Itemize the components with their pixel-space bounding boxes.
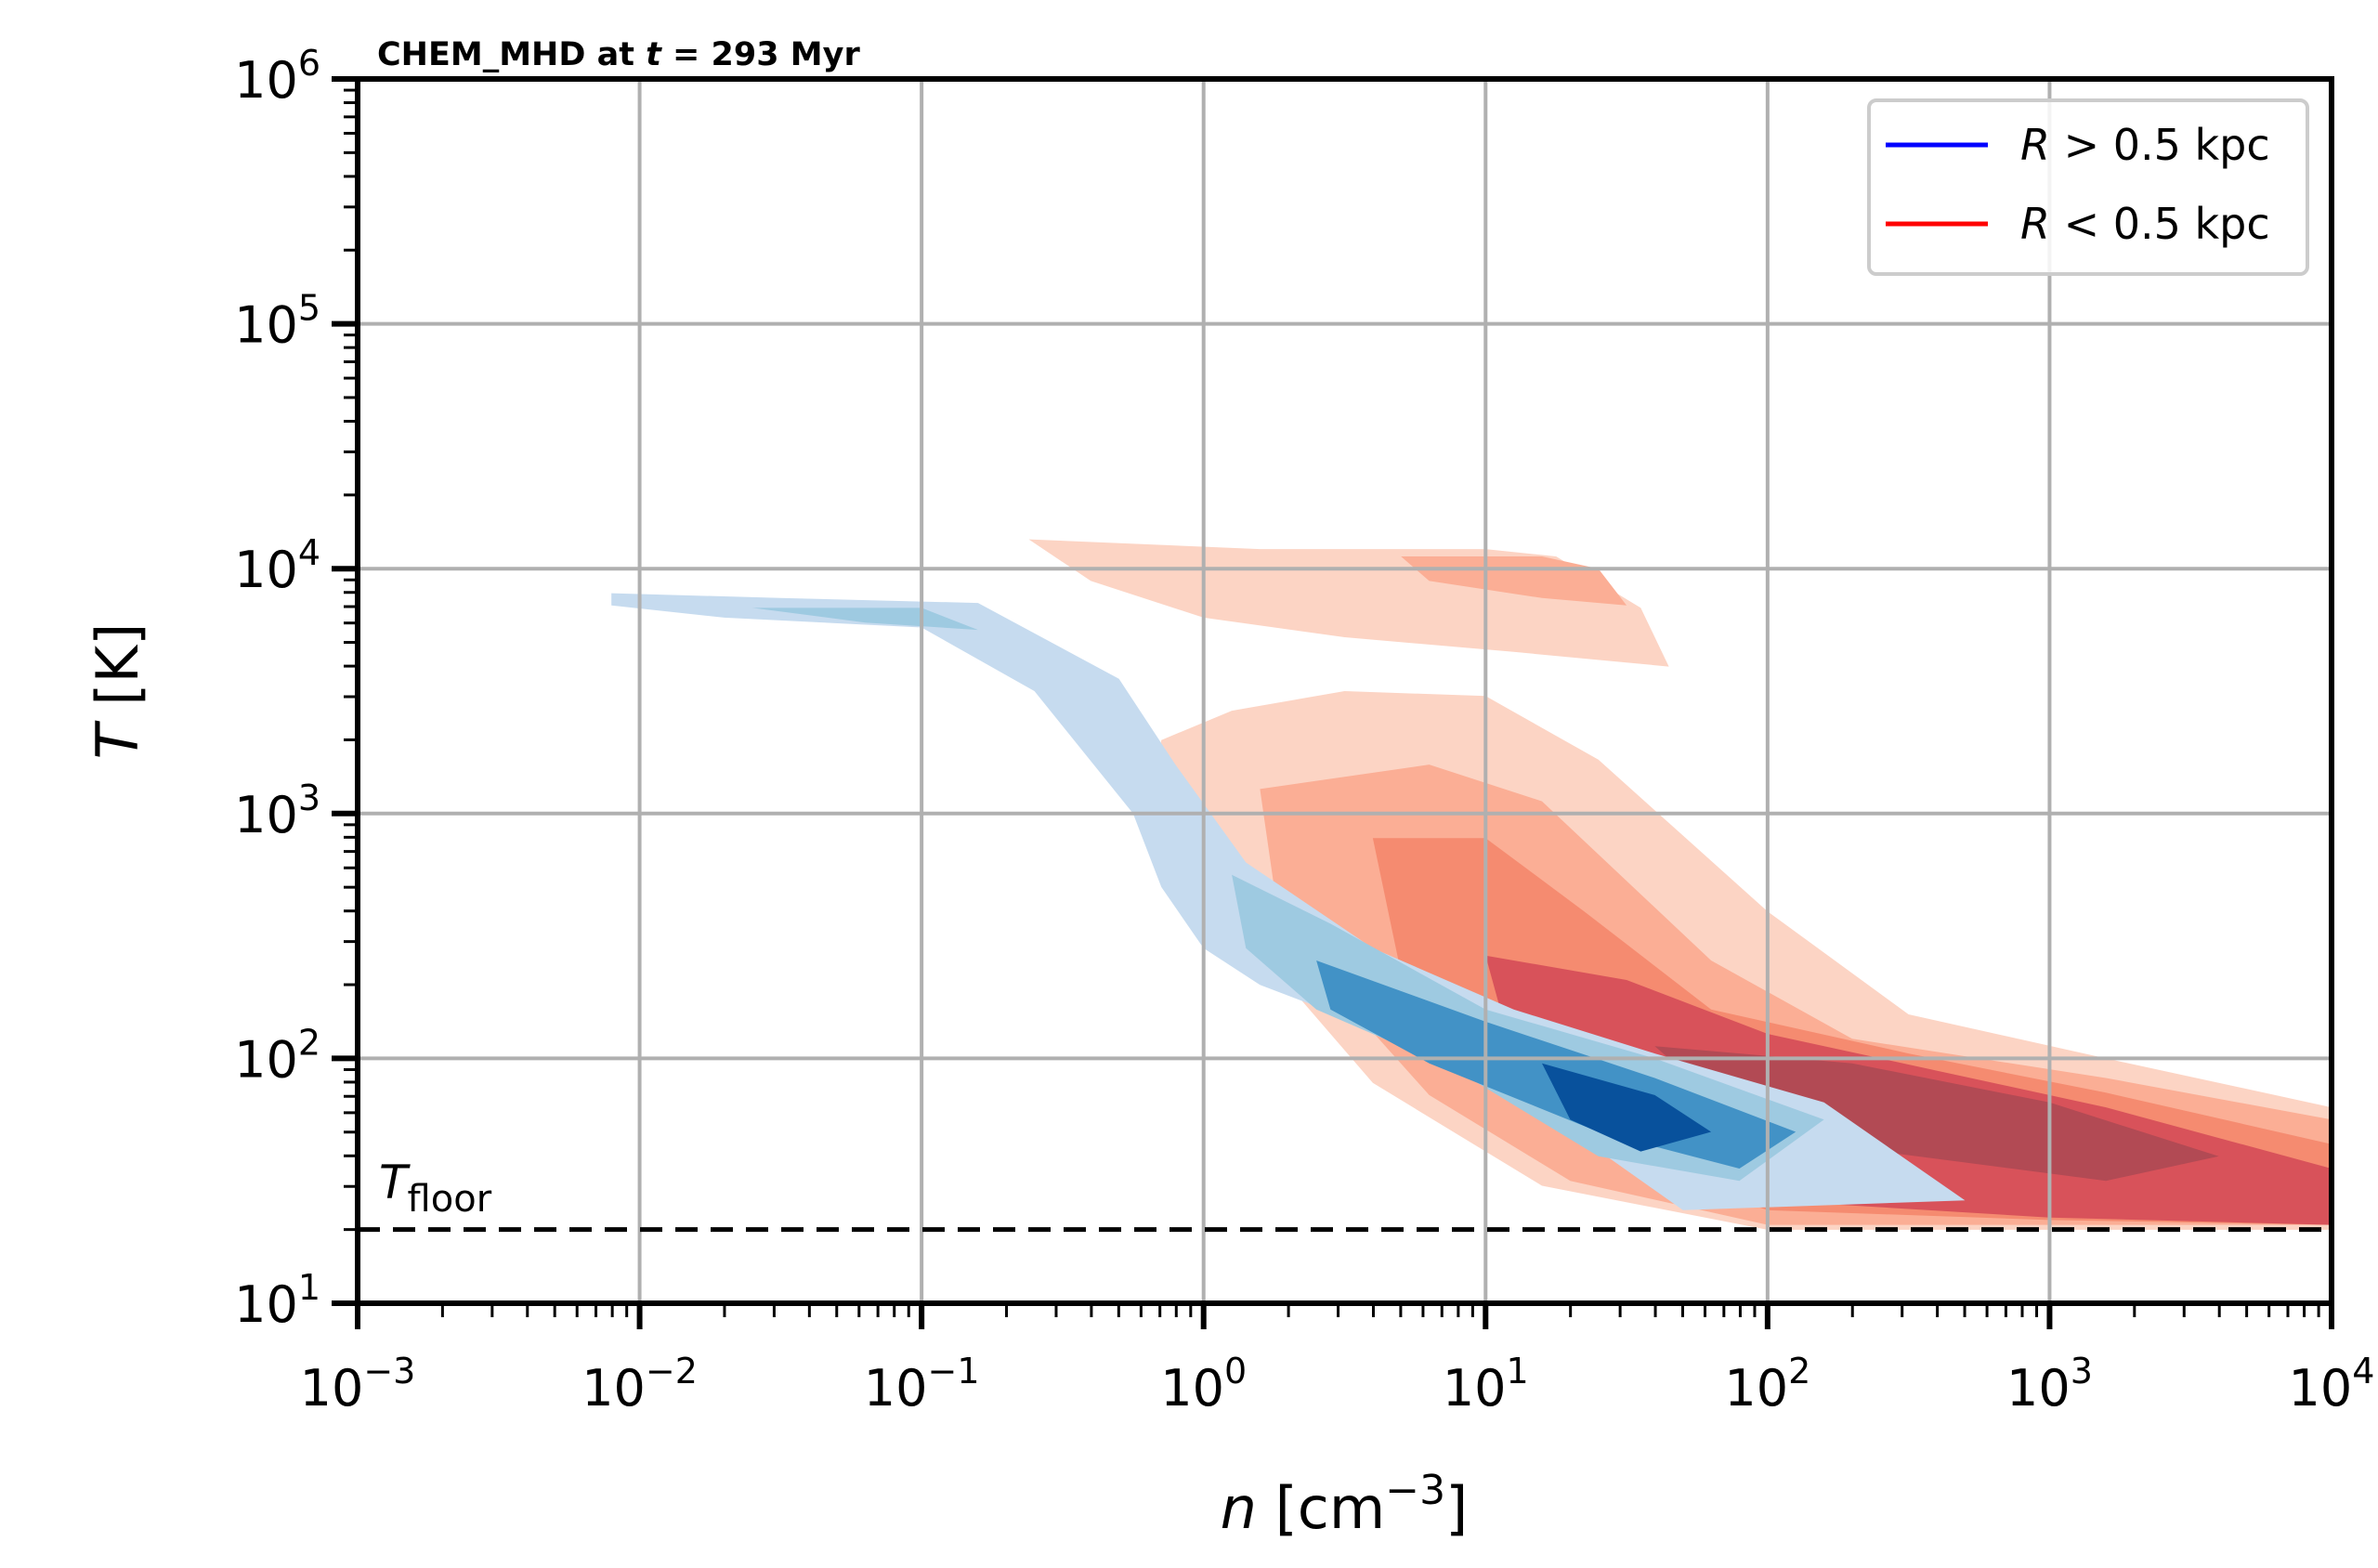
x-tick-label: 10−2 (581, 1351, 698, 1418)
y-tick-label: 105 (234, 288, 320, 355)
plot-frame (355, 76, 2334, 1306)
y-tick-label: 103 (234, 777, 320, 844)
x-tick-label: 103 (2006, 1351, 2093, 1418)
reds-contour-level-6 (1654, 1046, 2219, 1182)
x-tick-label: 10−3 (300, 1351, 416, 1418)
y-tick-label: 101 (234, 1267, 320, 1334)
legend: R > 0.5 kpc R < 0.5 kpc (1867, 98, 2309, 276)
x-tick-label: 10−1 (864, 1351, 980, 1418)
y-axis-ticks: 101 102 103 104 105 106 (234, 43, 358, 1334)
x-tick-label: 101 (1443, 1351, 1529, 1418)
legend-label-outer: R > 0.5 kpc (2020, 120, 2270, 170)
y-tick-label: 104 (234, 532, 320, 599)
y-tick-label: 102 (234, 1022, 320, 1089)
reds-contour-level-0 (1028, 539, 1669, 667)
x-tick-label: 102 (1724, 1351, 1810, 1418)
x-axis-ticks: 10−3 10−2 10−1 100 101 102 103 104 (300, 1303, 2375, 1418)
blues-contour-level-4 (1542, 1063, 1712, 1152)
chart-title: CHEM_MHD at t = 293 Myr (377, 36, 860, 73)
grid-lines (358, 79, 2332, 1303)
x-tick-label: 104 (2289, 1351, 2375, 1418)
y-axis-label: T [K] (84, 623, 151, 760)
t-floor-label: Tfloor (379, 1156, 492, 1221)
x-axis-label: n [cm−3] (1221, 1467, 1469, 1542)
legend-label-inner: R < 0.5 kpc (2020, 199, 2270, 249)
x-tick-label: 100 (1160, 1351, 1247, 1418)
y-tick-label: 106 (234, 43, 320, 110)
contour-layers (611, 539, 2332, 1230)
